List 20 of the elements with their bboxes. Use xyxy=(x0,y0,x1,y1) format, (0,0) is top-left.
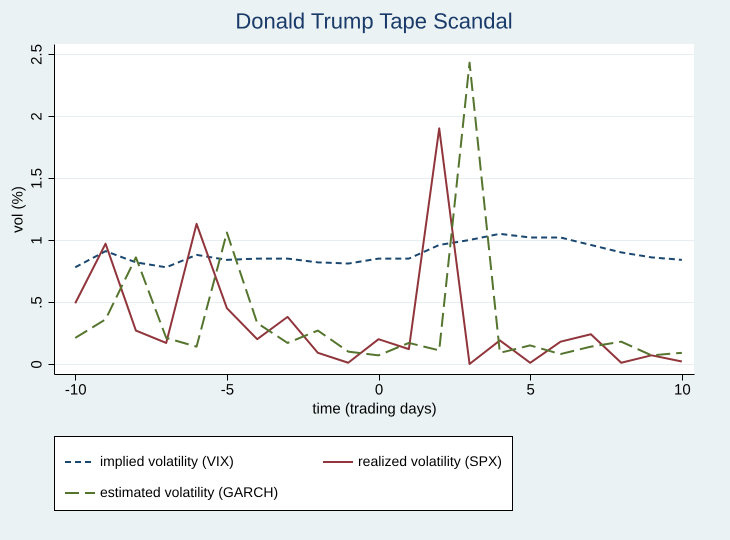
legend-label: estimated volatility (GARCH) xyxy=(100,484,278,500)
y-tick-label: 1 xyxy=(28,236,46,245)
legend-label: realized volatility (SPX) xyxy=(358,453,502,469)
y-tick-label: 2 xyxy=(28,112,46,121)
x-tick-label: 0 xyxy=(374,382,384,398)
y-axis-title: vol (%) xyxy=(10,186,26,233)
y-tick-label: 2.5 xyxy=(28,44,46,65)
line-series xyxy=(74,62,683,356)
chart-title: Donald Trump Tape Scandal xyxy=(235,8,513,34)
x-tick-label: 5 xyxy=(526,382,535,398)
x-tick-label: 10 xyxy=(674,382,691,398)
line-series xyxy=(74,232,683,268)
legend-label: implied volatility (VIX) xyxy=(100,453,234,469)
y-tick-label: 1.5 xyxy=(28,168,46,189)
y-tick-label: 0 xyxy=(28,360,46,369)
line-series xyxy=(74,127,683,365)
x-tick-label: -5 xyxy=(220,382,234,398)
y-tick-label: .5 xyxy=(28,296,46,309)
x-tick-label: -10 xyxy=(64,382,87,398)
x-axis-title: time (trading days) xyxy=(312,400,437,418)
